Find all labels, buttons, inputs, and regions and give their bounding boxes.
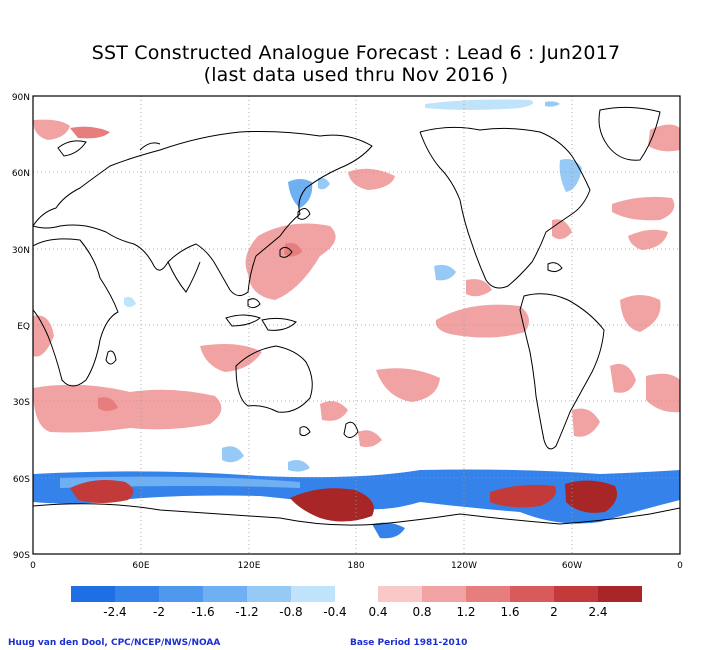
australia-outline: [235, 345, 313, 413]
colorbar-swatch: [466, 586, 510, 602]
colorbar-label: -0.8: [279, 605, 302, 619]
lat-label: 90N: [12, 93, 30, 103]
colorbar-label: 2.4: [588, 605, 607, 619]
colorbar-label: -2: [153, 605, 165, 619]
colorbar: -2.4 -2 -1.6 -1.2 -0.8 -0.4 0.4 0.8 1.2 1.6 2 2.4: [71, 586, 642, 619]
colorbar-swatch: [71, 586, 115, 602]
colorbar-label: 0.4: [368, 605, 387, 619]
lon-label: 180: [347, 561, 364, 571]
lon-label: 120E: [238, 561, 261, 571]
continent-outlines: [33, 106, 680, 526]
colorbar-swatch: [247, 586, 291, 602]
lon-label: 60E: [132, 561, 149, 571]
colorbar-swatch: [510, 586, 554, 602]
south-america-outline: [519, 293, 605, 450]
colorbar-swatch: [291, 586, 335, 602]
north-america-outline: [419, 126, 591, 289]
lat-label: 60N: [12, 169, 30, 179]
southern-ocean-warm-patch: [70, 480, 134, 503]
lat-label: 60S: [13, 475, 30, 485]
colorbar-label: -2.4: [103, 605, 126, 619]
credit-base-period: Base Period 1981-2010: [350, 638, 468, 648]
lon-label: 120W: [451, 561, 477, 571]
africa-outline: [33, 238, 119, 387]
credit-author: Huug van den Dool, CPC/NCEP/NWS/NOAA: [8, 638, 221, 648]
colorbar-label: 1.6: [500, 605, 519, 619]
colorbar-swatch: [203, 586, 247, 602]
lon-label: 60W: [562, 561, 582, 571]
colorbar-label: 1.2: [456, 605, 475, 619]
sst-anomaly-shading: [33, 99, 680, 539]
colorbar-label: -1.2: [235, 605, 258, 619]
colorbar-swatch: [598, 586, 642, 602]
colorbar-swatch: [159, 586, 203, 602]
colorbar-label: 2: [550, 605, 558, 619]
longitude-labels: 0 60E 120E 180 120W 60W 0: [30, 561, 683, 571]
colorbar-swatch: [378, 586, 422, 602]
lat-label: EQ: [17, 322, 30, 332]
lat-label: 90S: [13, 551, 30, 561]
colorbar-swatch: [115, 586, 159, 602]
colorbar-swatch: [554, 586, 598, 602]
colorbar-swatch: [422, 586, 466, 602]
map-graticule: [33, 96, 680, 554]
colorbar-label: -0.4: [323, 605, 346, 619]
lon-label: 0: [677, 561, 683, 571]
chart-title-line1: SST Constructed Analogue Forecast : Lead…: [91, 42, 621, 64]
colorbar-label: -1.6: [191, 605, 214, 619]
latitude-labels: 90N 60N 30N EQ 30S 60S 90S: [12, 93, 30, 561]
colorbar-label: 0.8: [412, 605, 431, 619]
chart-title-line2: (last data used thru Nov 2016 ): [203, 64, 509, 86]
eurasia-outline: [33, 131, 373, 296]
antarctica-outline: [33, 503, 680, 526]
lon-label: 0: [30, 561, 36, 571]
lat-label: 30N: [12, 246, 30, 256]
map-frame: [32, 95, 681, 555]
lat-label: 30S: [13, 398, 30, 408]
